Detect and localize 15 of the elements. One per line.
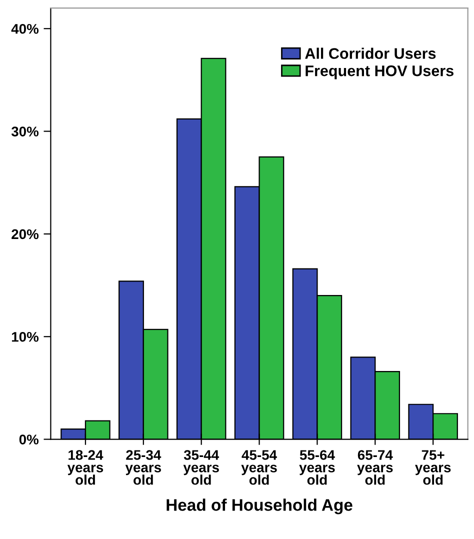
y-tick-label: 10% <box>12 332 39 342</box>
y-tick-label: 30% <box>11 126 39 136</box>
x-tick-label: 18-24 years old <box>67 450 104 485</box>
x-tick-label: 25-34 years old <box>125 450 162 485</box>
x-tick-label: 75+ years old <box>415 450 451 485</box>
y-tick-label: 20% <box>12 229 39 240</box>
x-axis-title: Head of Household Age <box>166 498 352 514</box>
x-tick-label: 35-44 years old <box>183 450 220 485</box>
x-tick-label: 55-64 years old <box>299 450 335 485</box>
y-tick-label: 40% <box>11 24 39 34</box>
x-tick-label: 65-74 years old <box>357 450 393 485</box>
y-tick-label: 0% <box>19 434 39 444</box>
legend-label: All Corridor Users <box>305 48 436 59</box>
legend-label: Frequent HOV Users <box>306 65 454 80</box>
x-tick-label: 45-54 years old <box>241 450 277 485</box>
